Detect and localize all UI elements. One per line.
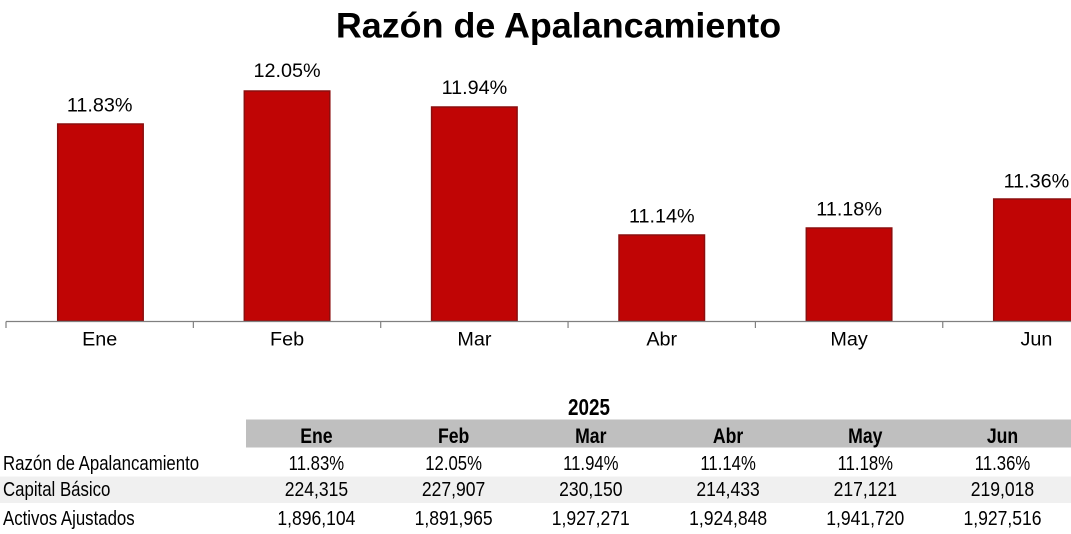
svg-text:11.83%: 11.83% [67, 95, 133, 117]
svg-text:227,907: 227,907 [422, 479, 485, 502]
svg-text:11.14%: 11.14% [700, 451, 755, 474]
svg-text:11.36%: 11.36% [975, 451, 1030, 474]
svg-text:214,433: 214,433 [696, 479, 759, 502]
svg-text:11.18%: 11.18% [816, 198, 882, 220]
svg-text:Ene: Ene [300, 424, 333, 448]
svg-text:Jun: Jun [987, 424, 1018, 448]
svg-text:11.94%: 11.94% [563, 451, 618, 474]
svg-text:230,150: 230,150 [559, 479, 622, 502]
svg-text:224,315: 224,315 [285, 479, 348, 502]
svg-text:217,121: 217,121 [834, 479, 897, 502]
svg-text:11.14%: 11.14% [629, 205, 695, 227]
svg-text:1,896,104: 1,896,104 [277, 508, 355, 531]
svg-text:11.18%: 11.18% [838, 451, 893, 474]
svg-text:Razón de Apalancamiento: Razón de Apalancamiento [3, 451, 199, 474]
svg-text:1,891,965: 1,891,965 [415, 508, 493, 531]
svg-text:May: May [848, 424, 882, 448]
svg-text:219,018: 219,018 [971, 479, 1034, 502]
svg-text:12.05%: 12.05% [425, 451, 482, 474]
svg-text:11.36%: 11.36% [1004, 170, 1070, 192]
svg-text:1,941,720: 1,941,720 [826, 508, 904, 531]
svg-text:May: May [830, 329, 867, 351]
svg-text:Feb: Feb [438, 424, 469, 448]
svg-text:Activos Ajustados: Activos Ajustados [3, 506, 135, 529]
svg-text:Feb: Feb [270, 329, 304, 351]
svg-text:2025: 2025 [568, 395, 610, 420]
svg-text:1,924,848: 1,924,848 [689, 508, 767, 531]
svg-text:11.83%: 11.83% [289, 451, 344, 474]
svg-text:1,927,516: 1,927,516 [963, 508, 1041, 531]
svg-text:Mar: Mar [575, 424, 607, 448]
svg-text:Capital Básico: Capital Básico [3, 477, 110, 500]
svg-text:12.05%: 12.05% [254, 60, 321, 82]
svg-text:11.94%: 11.94% [442, 77, 508, 99]
svg-text:1,927,271: 1,927,271 [552, 508, 630, 531]
svg-text:Ene: Ene [82, 329, 117, 351]
svg-text:Razón de Apalancamiento: Razón de Apalancamiento [336, 6, 781, 45]
svg-text:Mar: Mar [457, 329, 491, 351]
svg-text:Abr: Abr [646, 329, 677, 351]
svg-text:Abr: Abr [713, 424, 744, 448]
svg-text:Jun: Jun [1020, 329, 1052, 351]
